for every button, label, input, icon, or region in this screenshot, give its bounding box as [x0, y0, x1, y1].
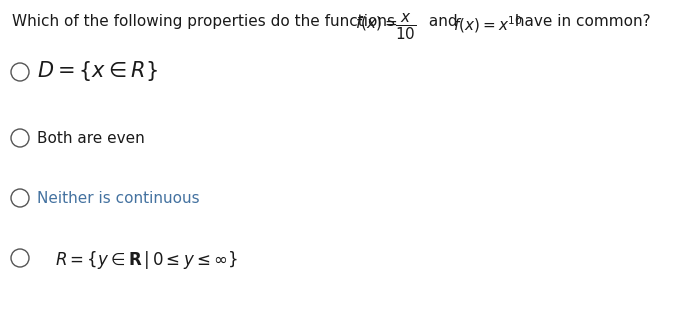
Text: $R = \{y \in \mathbf{R}\,|\,0 \leq y \leq \infty\}$: $R = \{y \in \mathbf{R}\,|\,0 \leq y \le…: [55, 249, 238, 271]
Text: $D = \{x \in R\}$: $D = \{x \in R\}$: [37, 59, 158, 83]
Text: $\dfrac{x}{10}$: $\dfrac{x}{10}$: [395, 12, 416, 42]
Text: $\mathit{f}(\mathit{x})=$: $\mathit{f}(\mathit{x})=$: [355, 14, 398, 32]
Text: Which of the following properties do the functions: Which of the following properties do the…: [12, 14, 400, 29]
Text: $\mathit{f}(\mathit{x}) = \mathit{x}^{10}$: $\mathit{f}(\mathit{x}) = \mathit{x}^{10…: [453, 14, 523, 35]
Text: Both are even: Both are even: [37, 131, 145, 146]
Text: and: and: [424, 14, 462, 29]
Text: Neither is continuous: Neither is continuous: [37, 191, 200, 206]
Text: have in common?: have in common?: [510, 14, 650, 29]
